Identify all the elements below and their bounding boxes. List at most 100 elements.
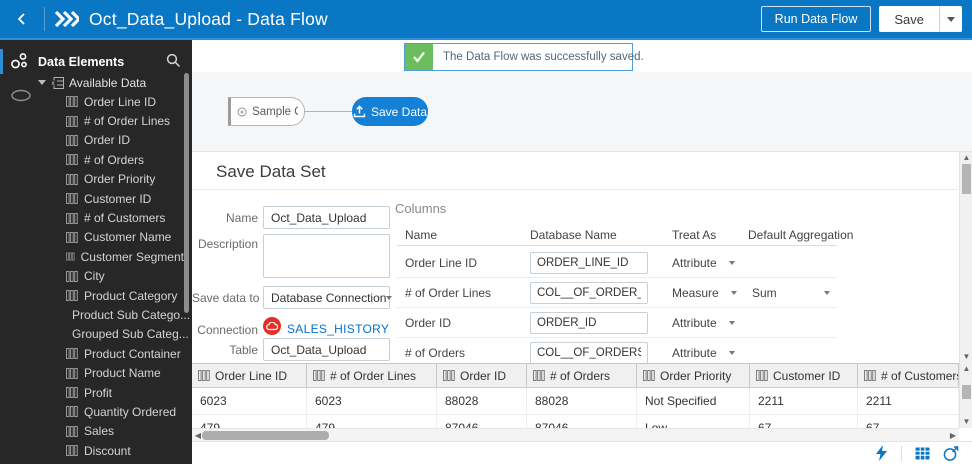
chevron-down-icon <box>947 16 955 22</box>
column-icon <box>443 370 455 381</box>
tree-field-item[interactable]: Grouped Sub Categ... <box>0 325 189 344</box>
connection-link[interactable]: SALES_HISTORY <box>287 322 390 336</box>
preview-header-cell[interactable]: Customer ID <box>750 364 858 387</box>
tree-field-item[interactable]: Base Unit Price <box>0 460 184 464</box>
tree-field-item[interactable]: # of Order Lines <box>0 111 184 130</box>
table-input[interactable] <box>263 338 390 361</box>
aggregation-value: Sum <box>752 286 777 300</box>
panel-title: Save Data Set <box>216 162 326 181</box>
column-icon <box>66 290 78 302</box>
column-icon <box>66 270 78 282</box>
connection-type-icon <box>263 317 281 335</box>
column-icon <box>66 445 78 457</box>
preview-header-cell[interactable]: # of Order Lines <box>307 364 437 387</box>
lasso-tool-icon[interactable] <box>10 89 32 107</box>
flow-node-save-data[interactable]: Save Data <box>352 97 428 126</box>
flow-node-source[interactable]: Sample Or... <box>228 97 305 126</box>
description-input[interactable] <box>263 234 390 278</box>
column-icon <box>756 370 768 381</box>
scroll-down-arrow[interactable]: ▼ <box>962 417 971 426</box>
tree-field-item[interactable]: Sales <box>0 422 184 441</box>
preview-header-cell[interactable]: Order ID <box>437 364 527 387</box>
treat-as-select[interactable]: Attribute <box>672 316 735 330</box>
treat-as-value: Attribute <box>672 256 717 270</box>
aggregation-select[interactable]: Sum <box>748 282 834 304</box>
status-bar <box>192 441 972 464</box>
treat-as-select[interactable]: Measure <box>672 286 737 300</box>
preview-cell: 88028 <box>437 388 527 415</box>
tree-field-item[interactable]: # of Orders <box>0 150 184 169</box>
tree-field-item[interactable]: Order Line ID <box>0 92 184 111</box>
scroll-left-arrow[interactable]: ◀ <box>194 431 202 440</box>
flow-diagram: Sample Or... Save Data <box>192 72 972 152</box>
column-editor-row: # of Orders Attribute <box>397 338 837 363</box>
chevron-down-icon <box>386 295 393 300</box>
save-button[interactable]: Save <box>879 6 939 32</box>
column-icon <box>66 173 78 185</box>
scroll-up-arrow[interactable]: ▲ <box>962 364 971 373</box>
data-elements-icon[interactable] <box>9 51 29 76</box>
treat-as-select[interactable]: Attribute <box>672 256 735 270</box>
preview-header-cell[interactable]: Order Priority <box>637 364 750 387</box>
run-data-flow-button[interactable]: Run Data Flow <box>760 6 872 32</box>
name-input[interactable] <box>263 206 390 229</box>
data-preview-table: Order Line ID # of Order Lines <box>192 363 959 428</box>
column-editor-row: Order Line ID Attribute <box>397 248 837 278</box>
panel-divider <box>192 189 958 190</box>
field-label: Profit <box>84 385 113 400</box>
tree-field-item[interactable]: Product Name <box>0 363 184 382</box>
open-canvas-icon[interactable] <box>943 445 959 461</box>
panel-vertical-scrollbar[interactable]: ▲ ▼ <box>959 152 972 363</box>
field-label: # of Orders <box>84 152 145 167</box>
tree-field-item[interactable]: Quantity Ordered <box>0 402 184 421</box>
tree-field-item[interactable]: Order ID <box>0 131 184 150</box>
tree-field-item[interactable]: City <box>0 267 184 286</box>
preview-vertical-scrollbar[interactable]: ▲ ▼ <box>959 363 972 428</box>
success-check-icon <box>405 44 433 70</box>
sidebar-scrollbar-thumb[interactable] <box>184 73 189 313</box>
database-name-input[interactable] <box>530 342 648 363</box>
database-name-input[interactable] <box>530 312 648 334</box>
tree-field-item[interactable]: Product Category <box>0 286 184 305</box>
scroll-down-arrow[interactable]: ▼ <box>962 352 971 361</box>
tree-field-item[interactable]: Profit <box>0 383 184 402</box>
tree-node-available-data[interactable]: x Available Data <box>0 73 184 92</box>
tree-field-item[interactable]: Order Priority <box>0 170 184 189</box>
save-menu-button[interactable] <box>939 6 962 32</box>
expander-icon[interactable] <box>38 80 46 85</box>
upload-icon <box>353 105 366 118</box>
database-name-input[interactable] <box>530 252 648 274</box>
tree-field-item[interactable]: Customer Name <box>0 228 184 247</box>
scrollbar-thumb[interactable] <box>202 431 329 440</box>
preview-header-cell[interactable]: # of Orders <box>527 364 637 387</box>
field-label: # of Customers <box>84 211 166 226</box>
search-icon[interactable] <box>166 53 181 73</box>
tree-field-item[interactable]: Customer ID <box>0 189 184 208</box>
scrollbar-thumb[interactable] <box>962 164 971 194</box>
preview-header-cell[interactable]: # of Customers <box>858 364 959 387</box>
tree-field-item[interactable]: Product Container <box>0 344 184 363</box>
field-label: Quantity Ordered <box>84 404 177 419</box>
preview-header-label: # of Customers <box>881 368 959 383</box>
source-node-label: Sample Or... <box>252 105 298 118</box>
column-icon <box>66 193 78 205</box>
scroll-right-arrow[interactable]: ▶ <box>949 431 957 440</box>
tree-field-item[interactable]: Product Sub Catego... <box>0 305 190 324</box>
field-label: Sales <box>84 424 115 439</box>
preview-cell: Not Specified <box>637 388 750 415</box>
preview-header-cell[interactable]: Order Line ID <box>192 364 307 387</box>
apply-script-icon[interactable] <box>875 445 888 461</box>
database-name-input[interactable] <box>530 282 648 304</box>
treat-as-select[interactable]: Attribute <box>672 346 735 360</box>
scroll-up-arrow[interactable]: ▲ <box>962 153 971 162</box>
tree-field-item[interactable]: # of Customers <box>0 208 184 227</box>
tree-field-item[interactable]: Discount <box>0 441 184 460</box>
save-data-to-select[interactable]: Database Connection <box>263 286 393 309</box>
preview-horizontal-scrollbar[interactable]: ◀ ▶ <box>192 428 959 441</box>
scrollbar-thumb[interactable] <box>962 385 971 399</box>
back-button[interactable] <box>10 7 34 31</box>
tree-field-item[interactable]: Customer Segment <box>0 247 184 266</box>
chevron-down-icon <box>824 291 830 295</box>
table-view-icon[interactable] <box>915 447 930 460</box>
